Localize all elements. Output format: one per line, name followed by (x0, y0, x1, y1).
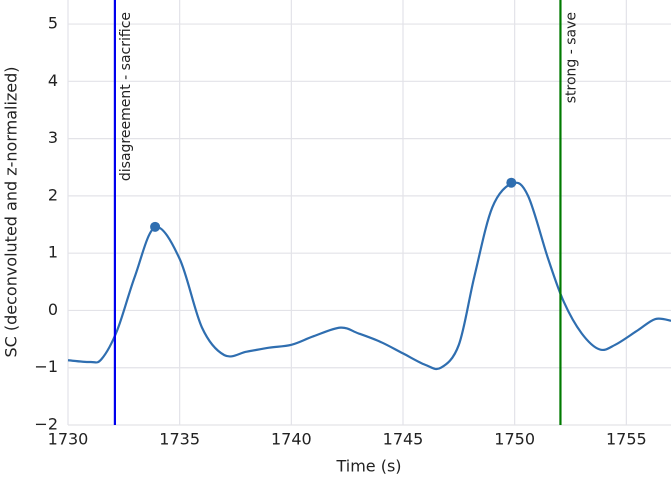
event-label: strong - save (563, 12, 579, 103)
event-label: disagreement - sacrifice (118, 12, 134, 181)
y-tick-label: 5 (48, 14, 58, 33)
y-tick-label: 1 (48, 243, 58, 262)
x-tick-label: 1745 (383, 430, 424, 449)
y-tick-label: 4 (48, 71, 58, 90)
x-tick-label: 1740 (271, 430, 312, 449)
peak-marker (506, 177, 517, 188)
y-tick-label: 2 (48, 185, 58, 204)
x-tick-label: 1735 (159, 430, 200, 449)
x-axis-label: Time (s) (335, 457, 401, 476)
y-tick-label: 0 (48, 300, 58, 319)
y-tick-label: 3 (48, 128, 58, 147)
y-tick-label: −2 (34, 415, 58, 434)
x-tick-label: 1755 (606, 430, 647, 449)
y-tick-label: −1 (34, 357, 58, 376)
peak-marker (150, 221, 161, 232)
x-tick-label: 1730 (48, 430, 89, 449)
y-axis-label: SC (deconvoluted and z-normalized) (2, 66, 21, 357)
x-tick-label: 1750 (494, 430, 535, 449)
line-series (67, 181, 671, 371)
